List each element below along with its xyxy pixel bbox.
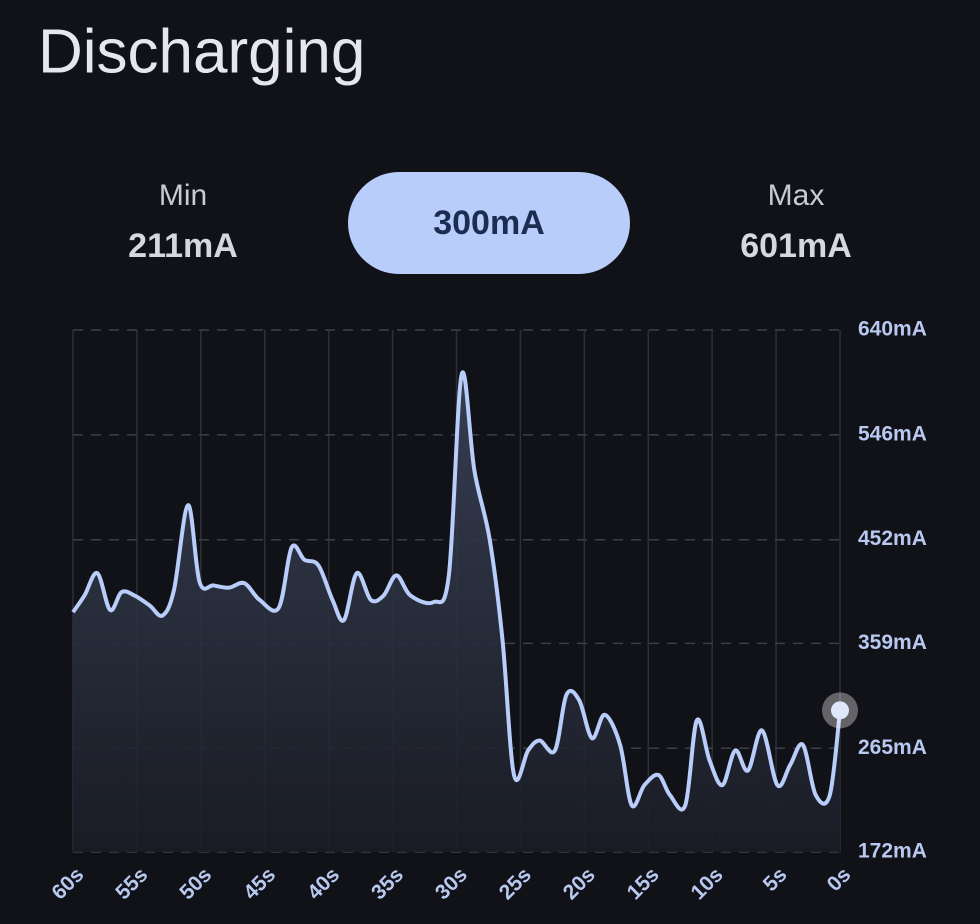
area [73,372,840,852]
min-value: 211mA [128,227,238,265]
y-tick-label: 265mA [858,736,927,759]
current-point [831,701,849,720]
y-tick-label: 452mA [858,527,927,550]
min-label: Min [159,179,207,212]
y-tick-label: 546mA [858,422,927,445]
current-value: 300mA [433,204,545,242]
max-value: 601mA [740,227,852,265]
current-pill [348,172,630,274]
y-tick-label: 172mA [858,840,927,863]
max-label: Max [768,179,825,212]
line [71,370,842,812]
y-tick-label: 640mA [858,318,927,341]
y-tick-label: 359mA [858,631,927,654]
title: Discharging [38,17,365,86]
